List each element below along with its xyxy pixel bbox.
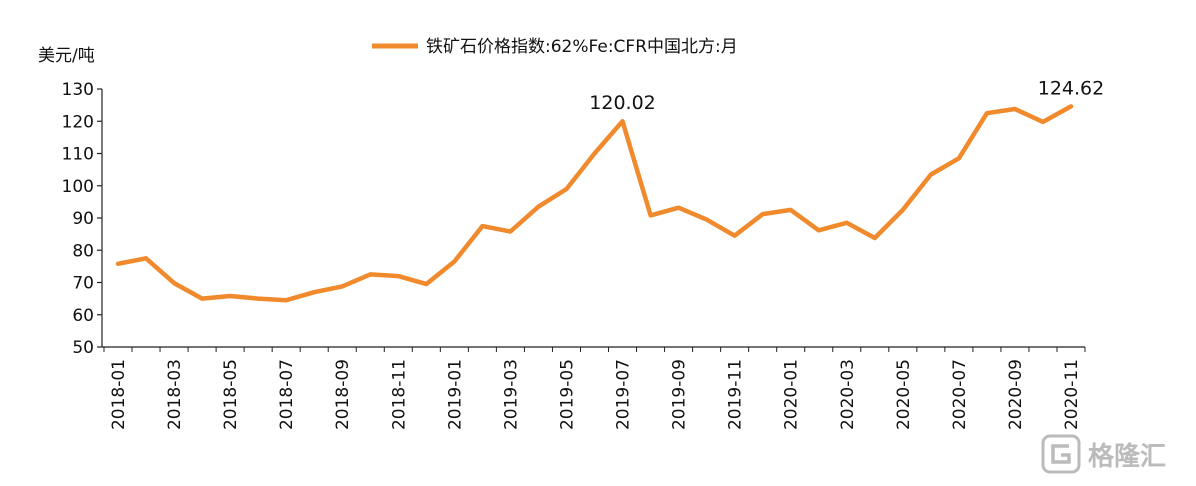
legend-label: 铁矿石价格指数:62%Fe:CFR中国北方:月	[426, 37, 738, 57]
data-label: 124.62	[1038, 77, 1104, 99]
watermark: 格隆汇	[1041, 434, 1166, 474]
y-axis: 50 60 70 80 90 100 110 120 130	[62, 80, 103, 358]
x-tick-label: 2018-05	[221, 359, 241, 430]
x-tick-label: 2018-11	[389, 359, 409, 430]
x-tick-label: 2020-11	[1062, 359, 1082, 430]
x-tick-label: 2018-01	[109, 359, 129, 430]
x-tick-label: 2020-03	[838, 359, 858, 430]
g-logo-icon	[1041, 434, 1081, 474]
x-tick-label: 2018-03	[165, 359, 185, 430]
x-tick-label: 2020-07	[950, 359, 970, 430]
x-tick-label: 2019-09	[670, 359, 690, 430]
x-tick-label: 2019-07	[614, 359, 634, 430]
x-tick-label: 2018-09	[333, 359, 353, 430]
series-group	[115, 104, 1074, 303]
y-tick-label: 120	[62, 112, 94, 132]
x-tick-label: 2019-05	[557, 359, 577, 430]
annotations: 120.02 124.62	[589, 77, 1104, 114]
x-tick-label: 2020-09	[1006, 359, 1026, 430]
watermark-text: 格隆汇	[1088, 441, 1166, 472]
series-line	[115, 104, 1074, 303]
y-tick-label: 60	[72, 306, 94, 326]
data-label: 120.02	[589, 92, 655, 114]
y-tick-label: 130	[62, 80, 94, 100]
x-tick-label: 2020-05	[894, 359, 914, 430]
legend: 铁矿石价格指数:62%Fe:CFR中国北方:月	[372, 37, 738, 57]
y-tick-label: 100	[62, 177, 94, 197]
x-tick-label: 2018-07	[277, 359, 297, 430]
y-tick-label: 70	[72, 274, 94, 294]
x-tick-label: 2019-01	[445, 359, 465, 430]
x-tick-label: 2020-01	[782, 359, 802, 430]
x-tick-label: 2019-03	[501, 359, 521, 430]
x-tick-label: 2019-11	[726, 359, 746, 430]
x-axis: 2018-01 2018-03 2018-05 2018-07 2018-09 2018-…	[102, 346, 1086, 430]
y-tick-label: 90	[72, 209, 94, 229]
y-tick-label: 80	[72, 241, 94, 261]
y-tick-label: 50	[72, 338, 94, 358]
y-axis-label: 美元/吨	[38, 46, 95, 66]
y-tick-label: 110	[62, 145, 94, 165]
